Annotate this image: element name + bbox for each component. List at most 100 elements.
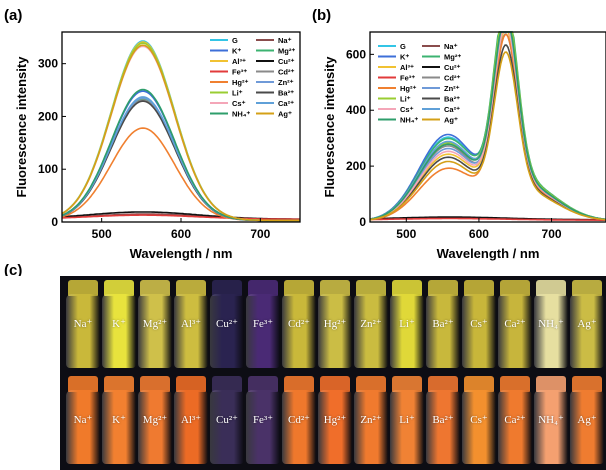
legend-label-b-9: Zn²⁺ xyxy=(444,84,460,93)
vial-body xyxy=(462,294,496,368)
vial-body xyxy=(66,294,100,368)
top-vial-2: Mg²⁺ xyxy=(138,280,172,368)
vial-cap xyxy=(140,280,170,296)
vial-cap xyxy=(392,376,422,392)
vial-label: NH₄⁺ xyxy=(538,318,564,330)
vial-body xyxy=(354,294,388,368)
vial-cap xyxy=(104,280,134,296)
bottom-vial-12: Ca²⁺ xyxy=(498,376,532,464)
legend-label-a-10: Li⁺ xyxy=(232,89,243,98)
vial-label: Cd²⁺ xyxy=(288,318,310,330)
top-vial-12: Ca²⁺ xyxy=(498,280,532,368)
series-line-a-10 xyxy=(61,42,300,222)
vial-label: Hg²⁺ xyxy=(323,414,347,426)
vial-cap xyxy=(248,376,278,392)
vial-label: Li⁺ xyxy=(399,414,415,426)
bottom-vial-3: Al³⁺ xyxy=(174,376,208,464)
vial-body xyxy=(390,390,424,464)
vial-photo: Na⁺ K⁺ Mg²⁺ Al³⁺ Cu²⁺ Fe³⁺ Cd²⁺ Hg²⁺ Zn²⁺ Li⁺ Ba²⁺… xyxy=(60,276,606,470)
vial-body xyxy=(426,294,460,368)
top-vial-7: Hg²⁺ xyxy=(318,280,352,368)
vial-body xyxy=(174,390,208,464)
bottom-vial-1: K⁺ xyxy=(102,376,136,464)
vial-cap xyxy=(500,376,530,392)
bottom-vial-14: Ag⁺ xyxy=(570,376,604,464)
vial-cap xyxy=(284,376,314,392)
legend-label-a-11: Ba²⁺ xyxy=(278,89,294,98)
vial-body xyxy=(534,294,568,368)
x-axis-label-a: Wavelength / nm xyxy=(130,246,233,261)
vial-label: Cu²⁺ xyxy=(216,414,238,426)
vial-label: Na⁺ xyxy=(73,318,93,330)
vial-label: Cu²⁺ xyxy=(216,318,238,330)
vial-cap xyxy=(356,280,386,296)
legend-label-a-3: Mg²⁺ xyxy=(278,47,295,56)
bottom-vial-6: Cd²⁺ xyxy=(282,376,316,464)
top-vial-3: Al³⁺ xyxy=(174,280,208,368)
vial-body xyxy=(102,294,136,368)
vial-label: Hg²⁺ xyxy=(323,318,347,330)
vial-cap xyxy=(212,376,242,392)
series-line-a-4 xyxy=(61,41,300,222)
panel-label-c: (c) xyxy=(4,262,22,276)
vial-cap xyxy=(464,376,494,392)
vial-cap xyxy=(68,280,98,296)
vial-body xyxy=(138,294,172,368)
legend-label-a-14: NH₄⁺ xyxy=(232,110,250,119)
chart-b: 500 600 700 0 200 400 600 Wavelength / nm Fluore… xyxy=(322,31,606,261)
legend-label-a-0: G xyxy=(232,36,238,45)
y-axis-label-b: Fluorescence intensity xyxy=(322,56,337,198)
x-axis-label-b: Wavelength / nm xyxy=(437,246,540,261)
vial-label: Li⁺ xyxy=(399,318,415,330)
vial-body xyxy=(498,390,532,464)
vial-body xyxy=(282,390,316,464)
bottom-vial-8: Zn²⁺ xyxy=(354,376,388,464)
vial-body xyxy=(210,294,244,368)
vial-label: Cd²⁺ xyxy=(288,414,310,426)
vial-row-top: Na⁺ K⁺ Mg²⁺ Al³⁺ Cu²⁺ Fe³⁺ Cd²⁺ Hg²⁺ Zn²⁺ Li⁺ Ba²⁺… xyxy=(60,280,606,372)
vial-cap xyxy=(284,280,314,296)
vial-label: Ag⁺ xyxy=(577,318,597,330)
vial-label: Ca²⁺ xyxy=(504,414,526,426)
vial-body xyxy=(426,390,460,464)
series-line-b-15 xyxy=(369,51,606,221)
vial-cap xyxy=(500,280,530,296)
legend-label-a-4: Al³⁺ xyxy=(232,57,246,66)
top-vial-10: Ba²⁺ xyxy=(426,280,460,368)
legend-label-b-4: Al³⁺ xyxy=(400,63,414,72)
vial-row-bottom: Na⁺ K⁺ Mg²⁺ Al³⁺ Cu²⁺ Fe³⁺ Cd²⁺ Hg²⁺ Zn²⁺ Li⁺ Ba²⁺… xyxy=(60,376,606,468)
x-tick-label-a-2: 700 xyxy=(250,227,270,241)
series-line-b-6 xyxy=(369,217,606,221)
vial-label: Fe³⁺ xyxy=(252,318,274,330)
legend-label-a-1: Na⁺ xyxy=(278,36,292,45)
legend-label-a-13: Ca²⁺ xyxy=(278,99,294,108)
top-vial-8: Zn²⁺ xyxy=(354,280,388,368)
vial-label: Al³⁺ xyxy=(180,318,202,330)
vial-cap xyxy=(356,376,386,392)
top-vial-6: Cd²⁺ xyxy=(282,280,316,368)
legend-label-b-13: Ca²⁺ xyxy=(444,105,460,114)
legend-label-a-7: Cd²⁺ xyxy=(278,68,294,77)
vial-cap xyxy=(464,280,494,296)
vial-label: Mg²⁺ xyxy=(142,414,168,426)
vial-cap xyxy=(140,376,170,392)
y-tick-label-b-0: 0 xyxy=(359,215,366,229)
legend-label-b-12: Cs⁺ xyxy=(400,105,414,114)
bottom-vial-11: Cs⁺ xyxy=(462,376,496,464)
x-tick-label-b-2: 700 xyxy=(542,227,562,241)
vial-body xyxy=(498,294,532,368)
vial-label: Ba²⁺ xyxy=(432,414,454,426)
vial-label: K⁺ xyxy=(112,414,126,426)
vial-cap xyxy=(104,376,134,392)
y-tick-label-a-2: 200 xyxy=(38,109,58,123)
bottom-vial-13: NH₄⁺ xyxy=(534,376,568,464)
vial-label: Cs⁺ xyxy=(470,414,488,426)
legend-b: G Na⁺ K⁺ Mg²⁺ Al³⁺ Cu²⁺ Fe³⁺ Cd²⁺ Hg²⁺ Zn²⁺ Li⁺ Ba²… xyxy=(378,42,461,125)
vial-body xyxy=(534,390,568,464)
vial-body xyxy=(246,294,280,368)
bottom-vial-7: Hg²⁺ xyxy=(318,376,352,464)
panel-label-b: (b) xyxy=(312,7,331,24)
y-tick-label-a-0: 0 xyxy=(51,215,58,229)
top-vial-5: Fe³⁺ xyxy=(246,280,280,368)
vial-cap xyxy=(428,376,458,392)
